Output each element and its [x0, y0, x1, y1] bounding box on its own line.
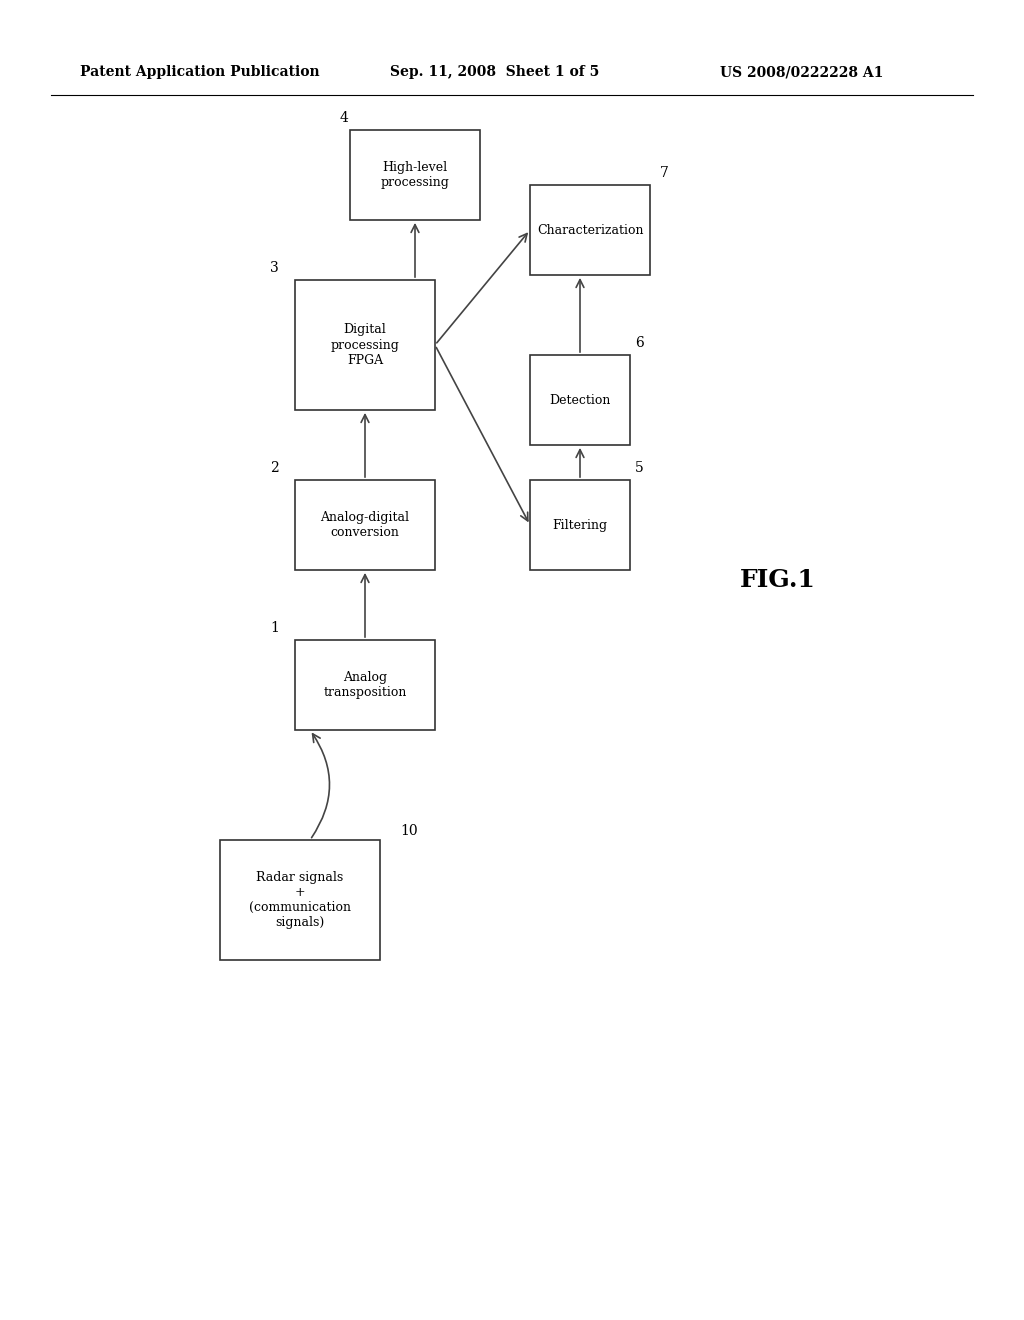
- Text: Radar signals
+
(communication
signals): Radar signals + (communication signals): [249, 871, 351, 929]
- Bar: [295, 640, 435, 730]
- Text: Analog-digital
conversion: Analog-digital conversion: [321, 511, 410, 539]
- Bar: [350, 129, 480, 220]
- Text: High-level
processing: High-level processing: [381, 161, 450, 189]
- Text: US 2008/0222228 A1: US 2008/0222228 A1: [720, 65, 884, 79]
- Text: 4: 4: [340, 111, 349, 125]
- Text: FIG.1: FIG.1: [740, 568, 816, 591]
- Text: 2: 2: [270, 461, 279, 475]
- Text: 7: 7: [660, 166, 669, 180]
- Text: Sep. 11, 2008  Sheet 1 of 5: Sep. 11, 2008 Sheet 1 of 5: [390, 65, 599, 79]
- Text: Characterization: Characterization: [537, 223, 643, 236]
- Bar: [530, 480, 630, 570]
- Text: Filtering: Filtering: [552, 519, 607, 532]
- Text: 10: 10: [400, 824, 418, 838]
- Bar: [295, 280, 435, 411]
- Bar: [295, 480, 435, 570]
- Bar: [530, 355, 630, 445]
- Bar: [220, 840, 380, 960]
- Bar: [530, 185, 650, 275]
- Text: Analog
transposition: Analog transposition: [324, 671, 407, 700]
- Text: Patent Application Publication: Patent Application Publication: [80, 65, 319, 79]
- Text: Digital
processing
FPGA: Digital processing FPGA: [331, 323, 399, 367]
- Text: Detection: Detection: [549, 393, 610, 407]
- Text: 3: 3: [270, 261, 279, 275]
- Text: 1: 1: [270, 620, 279, 635]
- Text: 6: 6: [635, 337, 644, 350]
- Text: 5: 5: [635, 461, 644, 475]
